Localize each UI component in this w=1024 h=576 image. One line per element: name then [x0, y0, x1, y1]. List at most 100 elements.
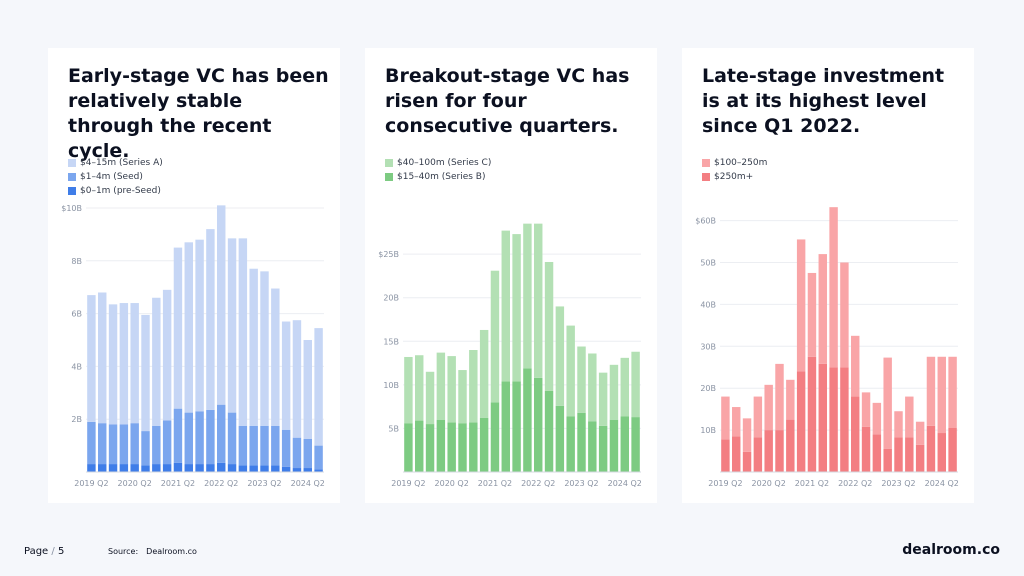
legend-swatch — [702, 173, 710, 181]
y-tick-label: 2B — [71, 415, 82, 424]
bar-segment — [894, 437, 903, 472]
x-tick-label: 2024 Q2 — [925, 479, 959, 488]
bar-segment — [915, 421, 925, 445]
x-tick-label: 2022 Q2 — [521, 479, 555, 488]
bar-segment — [447, 422, 456, 472]
x-tick-label: 2022 Q2 — [204, 479, 238, 488]
bar-segment — [796, 371, 806, 472]
bar-segment — [775, 363, 784, 431]
bar-segment — [98, 464, 107, 472]
legend-label: $0–1m (pre-Seed) — [80, 186, 161, 196]
dealroom-logo: dealroom.co — [902, 542, 1000, 558]
y-tick-label: 6B — [71, 310, 82, 319]
bar-segment — [152, 297, 161, 426]
x-tick-label: 2020 Q2 — [118, 479, 152, 488]
legend-swatch — [385, 173, 393, 181]
bar-segment — [173, 408, 183, 463]
y-tick-label: $25B — [378, 250, 399, 259]
bar-segment — [119, 303, 129, 425]
bar-segment — [555, 405, 565, 472]
bar-segment — [566, 325, 575, 417]
legend-label: $40–100m (Series C) — [397, 158, 492, 168]
legend-label: $1–4m (Seed) — [80, 172, 143, 182]
bar-segment — [753, 396, 763, 438]
bar-segment — [260, 271, 269, 426]
bar-segment — [314, 328, 323, 446]
bar-segment — [458, 423, 467, 472]
bar-segment — [490, 270, 500, 403]
bar-segment — [566, 416, 575, 472]
bar-segment — [173, 247, 183, 409]
bar-segment — [523, 223, 532, 369]
bar-segment — [108, 464, 118, 472]
bar-segment — [238, 465, 248, 472]
bar-segment — [217, 404, 226, 463]
bar-segment — [534, 377, 543, 472]
bar-segment — [87, 464, 96, 472]
bar-segment — [501, 381, 510, 472]
x-tick-label: 2019 Q2 — [708, 479, 742, 488]
bar-segment — [555, 306, 565, 406]
bar-segment — [588, 421, 597, 472]
bar-segment — [119, 424, 129, 465]
bar-segment — [173, 462, 183, 472]
bar-segment — [872, 434, 882, 472]
bar-segment — [458, 370, 467, 424]
bar-segment — [152, 464, 161, 472]
legend-item: $15–40m (Series B) — [385, 170, 491, 184]
bar-segment — [184, 464, 193, 472]
bar-segment — [479, 417, 489, 472]
bar-segment — [796, 239, 806, 372]
bar-segment — [314, 445, 323, 470]
legend-swatch — [385, 159, 393, 167]
legend-label: $4–15m (Series A) — [80, 158, 163, 168]
y-tick-label: $10B — [61, 204, 82, 213]
bar-segment — [195, 411, 204, 465]
legend-swatch — [68, 159, 76, 167]
bar-segment — [141, 314, 150, 432]
y-tick-label: 15B — [383, 337, 399, 346]
chart-legend: $4–15m (Series A) $1–4m (Seed) $0–1m (pr… — [68, 156, 163, 198]
legend-item: $100–250m — [702, 156, 767, 170]
bar-segment — [786, 379, 795, 420]
page-indicator: Page / 5 — [24, 546, 64, 557]
x-tick-label: 2023 Q2 — [881, 479, 915, 488]
bar-segment — [227, 238, 237, 413]
bar-segment — [271, 425, 280, 466]
page-separator: / — [51, 546, 55, 557]
bar-segment — [260, 425, 269, 466]
bar-segment — [152, 425, 161, 465]
bar-segment — [217, 205, 226, 405]
bar-segment — [534, 223, 543, 378]
bar-segment — [764, 384, 773, 431]
bar-segment — [415, 355, 424, 421]
chart-card-breakout-stage: Breakout-stage VC has risen for four con… — [365, 48, 657, 503]
bar-segment — [721, 439, 730, 472]
chart-card-late-stage: Late-stage investment is at its highest … — [682, 48, 974, 503]
bar-segment — [753, 437, 763, 472]
bar-segment — [609, 364, 619, 420]
bar-segment — [292, 468, 302, 472]
bar-segment — [162, 464, 172, 472]
bar-segment — [425, 424, 435, 472]
bar-segment — [184, 242, 193, 413]
bar-segment — [195, 239, 204, 412]
y-tick-label: 30B — [700, 342, 716, 351]
bar-segment — [620, 416, 629, 472]
bar-segment — [851, 396, 860, 472]
bar-segment — [271, 288, 280, 426]
bar-segment — [206, 229, 215, 410]
bar-segment — [130, 464, 139, 472]
bar-segment — [238, 425, 248, 466]
y-tick-label: 20B — [700, 384, 716, 393]
legend-item: $0–1m (pre-Seed) — [68, 184, 163, 198]
bar-segment — [436, 419, 446, 472]
chart-title: Late-stage investment is at its highest … — [702, 65, 945, 137]
bar-segment — [851, 335, 860, 397]
bar-segment — [829, 367, 838, 472]
x-tick-label: 2020 Q2 — [752, 479, 786, 488]
bar-segment — [786, 419, 795, 472]
legend-swatch — [68, 187, 76, 195]
bar-segment — [926, 425, 936, 472]
chart-title: Early-stage VC has been relatively stabl… — [68, 65, 329, 162]
